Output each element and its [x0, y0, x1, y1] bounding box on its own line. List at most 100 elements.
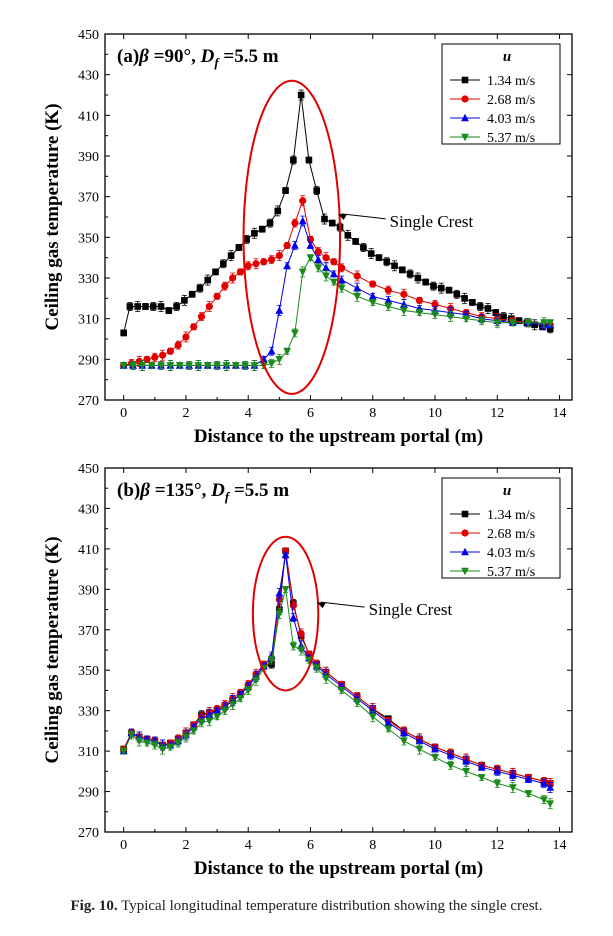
panel-label: (a)β =90°, Df =5.5 m	[117, 46, 279, 70]
data-point	[524, 775, 533, 783]
legend-entry: 4.03 m/s	[487, 546, 535, 561]
data-point	[204, 276, 212, 284]
x-axis-label: Distance to the upstream portal (m)	[194, 426, 483, 447]
data-point	[406, 270, 414, 278]
data-point	[119, 747, 128, 756]
data-point	[290, 156, 297, 164]
data-point	[258, 225, 266, 233]
data-point	[149, 303, 157, 310]
series-5-37-m-s	[119, 585, 555, 810]
data-point	[205, 717, 214, 726]
data-point	[213, 292, 221, 300]
data-point	[546, 800, 555, 808]
data-point	[462, 315, 471, 323]
data-point	[524, 790, 533, 798]
data-point	[446, 761, 455, 770]
data-point	[281, 550, 290, 559]
data-point	[305, 156, 313, 164]
data-point	[399, 266, 406, 274]
data-point	[508, 784, 517, 792]
data-point	[143, 355, 151, 363]
data-point	[314, 247, 322, 256]
x-tick-label: 6	[307, 838, 314, 853]
data-point	[213, 706, 221, 714]
x-tick-label: 4	[245, 406, 252, 421]
legend-marker	[461, 567, 469, 576]
annotation-text: Single Crest	[369, 600, 453, 619]
y-tick-label: 290	[78, 786, 99, 801]
data-point	[291, 219, 299, 227]
data-point	[328, 219, 336, 227]
y-tick-label: 450	[78, 462, 99, 477]
data-point	[415, 736, 424, 745]
data-point	[274, 207, 282, 215]
data-point	[297, 646, 306, 655]
data-point	[384, 296, 393, 304]
data-point	[243, 236, 250, 243]
data-point	[437, 284, 445, 292]
series-1-34-m-s	[120, 547, 554, 789]
data-point	[282, 187, 289, 194]
legend-entry: 1.34 m/s	[487, 508, 535, 523]
y-tick-label: 450	[78, 28, 99, 43]
data-point	[446, 313, 455, 321]
chart-panel-b: 0 2 4 6 8 10 12 14 270 290 310 330 350 370 390 410 430 45…	[42, 462, 573, 879]
data-point	[391, 262, 398, 270]
data-point	[275, 252, 283, 260]
data-point	[267, 360, 276, 368]
y-tick-label: 390	[78, 150, 99, 165]
x-tick-label: 14	[553, 406, 567, 421]
y-axis-label: Ceiling gas temperature (K)	[42, 103, 63, 330]
data-point	[515, 317, 523, 324]
y-axis-label: Ceiling gas temperature (K)	[42, 536, 63, 763]
data-point	[275, 595, 283, 604]
data-point	[306, 241, 315, 249]
data-point	[174, 739, 183, 748]
annotation-text: Single Crest	[390, 212, 474, 231]
data-point	[431, 753, 439, 762]
data-point	[384, 286, 392, 294]
data-point	[399, 728, 408, 737]
legend-marker	[461, 133, 469, 142]
data-point	[462, 756, 471, 765]
data-point	[446, 750, 455, 759]
x-tick-label: 0	[120, 406, 127, 421]
series-5-37-m-s	[119, 254, 555, 371]
data-point	[461, 295, 468, 302]
data-point	[477, 317, 486, 325]
legend-title: u	[503, 49, 511, 65]
data-point	[166, 347, 174, 355]
series-line	[123, 554, 551, 788]
y-tick-label: 330	[78, 272, 99, 287]
data-point	[267, 656, 276, 665]
chart-panel-a: 0 2 4 6 8 10 12 14 270 290 310 330 350 370 390 410 430 45…	[42, 28, 573, 447]
data-point	[236, 268, 245, 276]
legend-entry: 2.68 m/s	[487, 527, 535, 542]
data-point	[368, 292, 377, 300]
panel-label: (b)β =135°, Df =5.5 m	[117, 480, 289, 504]
data-point	[337, 284, 346, 293]
data-point	[185, 362, 193, 370]
crest-ellipse	[242, 79, 342, 395]
data-point	[445, 286, 453, 294]
data-point	[469, 299, 476, 306]
data-point	[241, 362, 249, 370]
y-tick-label: 310	[78, 745, 99, 760]
data-point	[430, 282, 437, 290]
data-point	[291, 241, 299, 249]
data-point	[462, 768, 471, 776]
caption-label: Fig. 10.	[70, 898, 118, 914]
data-point	[182, 333, 190, 341]
legend: u 1.34 m/s 2.68 m/s 4.03 m/s 5.37 m/s	[441, 43, 561, 146]
data-point	[329, 269, 338, 278]
data-point	[353, 283, 362, 292]
data-point	[415, 745, 424, 754]
data-point	[384, 303, 393, 311]
data-point	[289, 642, 298, 651]
series-line	[123, 589, 551, 805]
x-tick-label: 12	[490, 406, 504, 421]
data-point	[134, 303, 141, 310]
data-point	[322, 254, 330, 262]
data-point	[400, 290, 408, 298]
x-axis-label: Distance to the upstream portal (m)	[194, 858, 483, 879]
